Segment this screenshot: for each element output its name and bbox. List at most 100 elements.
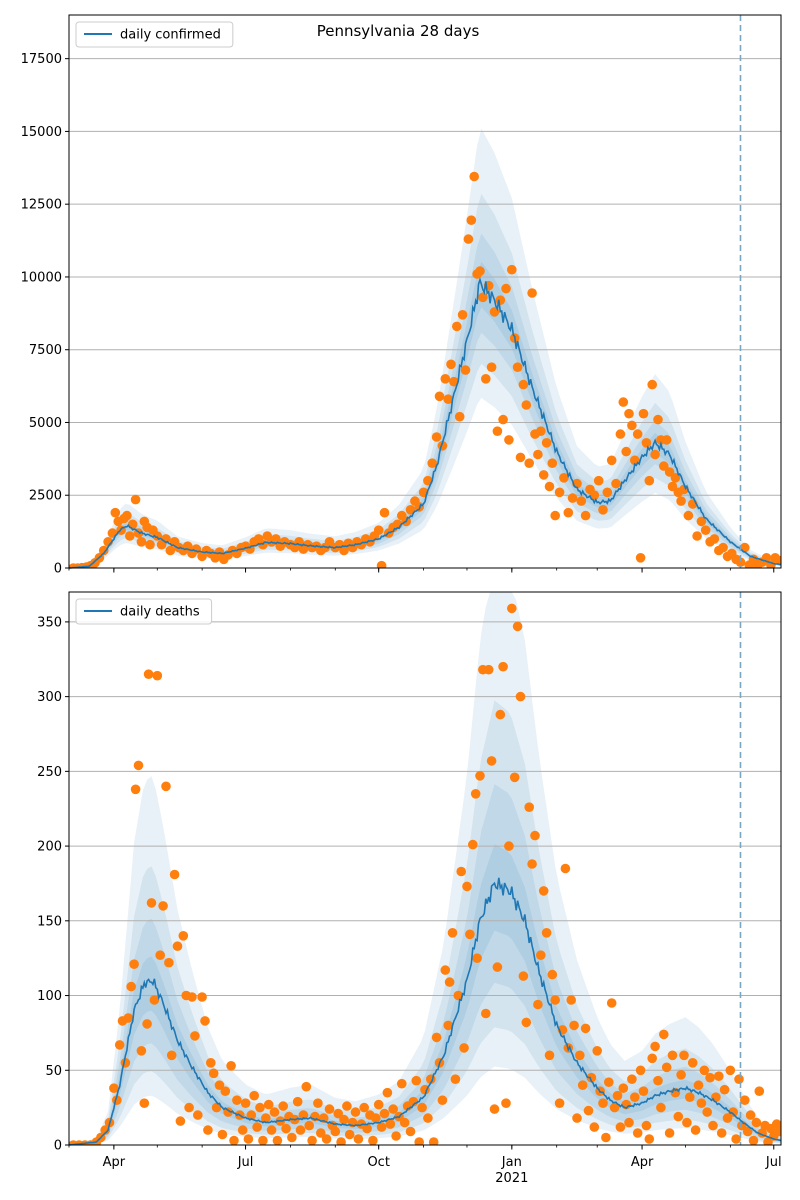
data-point [258,1135,268,1145]
data-point [572,1113,582,1123]
data-point [122,510,132,521]
data-point [627,1074,637,1084]
uncertainty-band-2 [69,700,781,1145]
data-point [385,1119,396,1129]
data-point [518,379,529,390]
data-point [368,1135,378,1145]
median-line [68,277,782,569]
y-tick-label: 17500 [21,52,62,67]
data-point [560,863,571,874]
data-point [507,603,517,614]
data-point [271,534,281,544]
data-point [443,1020,454,1031]
data-point [554,1098,565,1108]
data-point [615,429,626,439]
y-tick-label: 350 [37,615,62,630]
data-point [226,1061,236,1071]
data-point [423,1113,433,1123]
data-point [583,1105,594,1116]
deaths-legend: daily deaths [75,598,213,625]
data-point [450,1074,461,1084]
data-point [246,1110,257,1120]
data-point [161,781,171,792]
data-point [339,1114,349,1125]
data-point [533,449,543,460]
data-point [632,1128,643,1138]
data-point [641,1120,652,1131]
data-point [656,1102,666,1113]
y-tick-label: 7500 [29,343,62,358]
data-point [718,542,728,553]
data-point [630,1092,640,1102]
data-point [469,171,480,182]
data-point [638,408,649,419]
data-point [187,992,197,1002]
data-point [175,1116,186,1126]
data-point [638,1086,649,1096]
data-point [530,830,540,841]
data-point [399,1117,410,1128]
y-tick-label: 5000 [29,416,62,431]
median-line [68,877,782,1146]
data-point [598,505,608,515]
data-point [324,537,335,547]
data-point [527,288,537,298]
data-point [621,446,631,457]
data-point [589,490,600,501]
data-point [152,670,163,681]
data-point [618,397,629,407]
data-point [598,1098,608,1108]
data-point [263,1099,274,1110]
data-point [373,525,384,535]
data-point [388,1104,399,1114]
data-point [498,661,508,672]
axes-frame [68,591,782,1146]
data-point [563,507,574,518]
data-point [475,771,485,781]
data-point [683,510,694,521]
data-point [566,995,576,1005]
data-point [507,264,517,275]
data-point [316,1128,326,1138]
x-tick-label: Jul [765,1155,782,1170]
data-point [544,1050,555,1061]
data-point [693,1080,704,1090]
data-point [615,1122,626,1132]
data-point [100,1125,110,1135]
data-point [653,1075,663,1086]
data-point [287,1132,297,1143]
confirmed-median-line [68,277,782,569]
data-point [687,1058,698,1068]
y-tick-label: 10000 [21,270,62,285]
data-point [705,1072,715,1083]
deaths-gridlines [69,621,781,1071]
data-point [155,950,165,960]
data-point [169,869,180,880]
data-point [589,1122,600,1132]
deaths-median-line [68,877,782,1146]
data-point [255,1102,265,1113]
data-point [550,510,560,521]
data-point [269,1107,280,1117]
data-point [708,1120,718,1131]
data-point [229,1135,239,1145]
data-point [771,1119,781,1129]
data-point [544,481,555,492]
data-point [443,394,454,405]
data-point [653,414,663,425]
data-point [184,1102,194,1113]
data-point [411,1075,422,1086]
data-point [133,760,144,771]
data-point [417,1102,427,1113]
data-point [165,545,176,556]
data-point [664,467,675,477]
data-point [550,995,560,1005]
data-point [456,866,467,877]
data-point [709,534,720,544]
data-point [333,1108,344,1119]
data-point [123,1013,134,1023]
data-point [272,1135,283,1145]
data-point [624,408,634,419]
y-tick-label: 200 [37,840,62,855]
data-point [667,1050,678,1061]
